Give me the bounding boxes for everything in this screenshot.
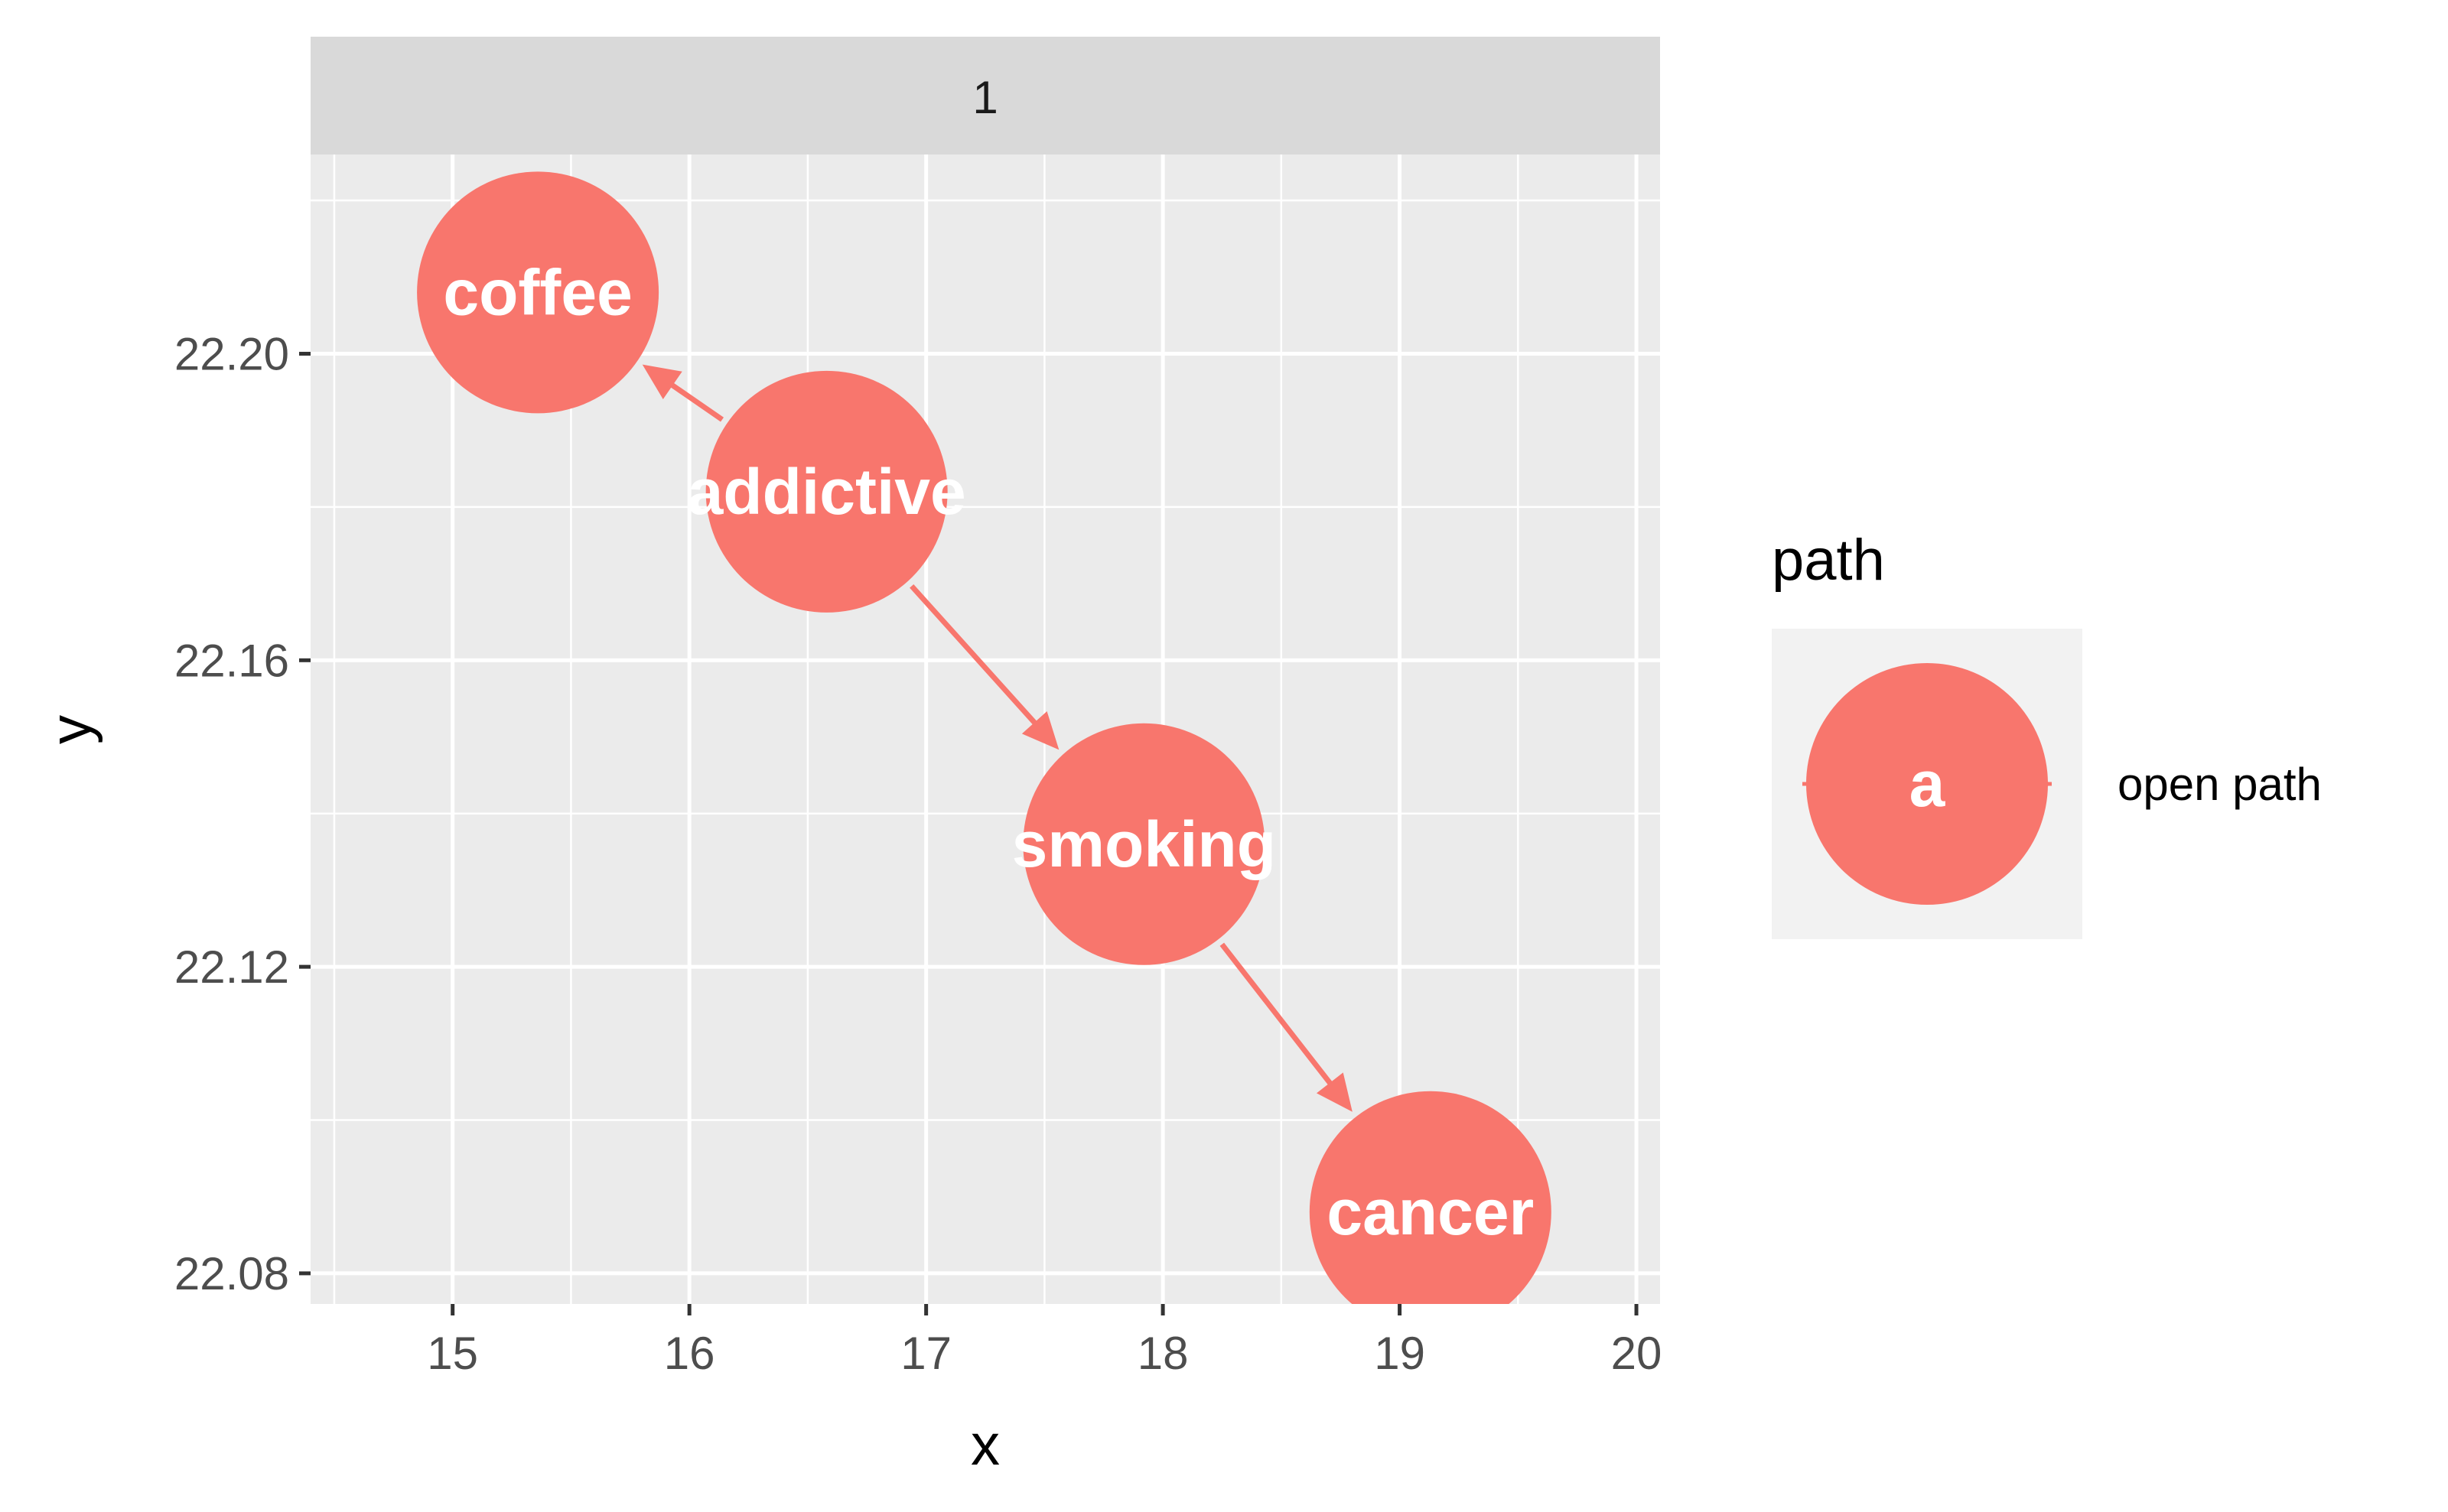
legend: path a open path: [1772, 528, 2322, 939]
node-label-cancer: cancer: [1327, 1176, 1534, 1248]
y-tick-label: 22.20: [174, 329, 289, 380]
x-tick-label: 20: [1611, 1328, 1662, 1379]
facet-strip: [311, 37, 1660, 154]
axis-ticks: 15 16 17 18 19 20 22.08 22.12 22.16 22.20: [174, 329, 1662, 1379]
node-label-coffee: coffee: [443, 256, 632, 328]
legend-key-circle: [1806, 663, 2048, 905]
x-tick-label: 16: [664, 1328, 715, 1379]
y-axis-title: y: [38, 715, 103, 744]
y-tick-label: 22.12: [174, 941, 289, 993]
node-smoking: [1023, 723, 1265, 965]
x-tick-label: 17: [900, 1328, 952, 1379]
edge-arrowhead: [1316, 1072, 1353, 1112]
node-addictive: [705, 370, 948, 613]
y-tick-label: 22.16: [174, 635, 289, 686]
legend-key-label: a: [1909, 748, 1946, 820]
facet-label: 1: [972, 72, 998, 123]
nodes: coffee addictive smoking cancer: [417, 171, 1551, 1304]
edge-line: [1219, 942, 1346, 1102]
edge-line: [910, 584, 1051, 740]
legend-title: path: [1772, 528, 1885, 593]
x-tick-label: 19: [1374, 1328, 1425, 1379]
edge-arrowhead: [1021, 710, 1060, 750]
edges: [642, 364, 1353, 1112]
x-tick-label: 18: [1138, 1328, 1189, 1379]
edge-arrowhead: [642, 364, 682, 400]
y-tick-label: 22.08: [174, 1248, 289, 1299]
node-label-addictive: addictive: [688, 456, 966, 528]
node-cancer: [1309, 1091, 1551, 1304]
node-label-smoking: smoking: [1012, 808, 1276, 880]
node-coffee: [417, 171, 659, 414]
x-tick-label: 15: [427, 1328, 478, 1379]
legend-entry-label: open path: [2118, 759, 2322, 810]
x-axis-title: x: [971, 1413, 1000, 1478]
